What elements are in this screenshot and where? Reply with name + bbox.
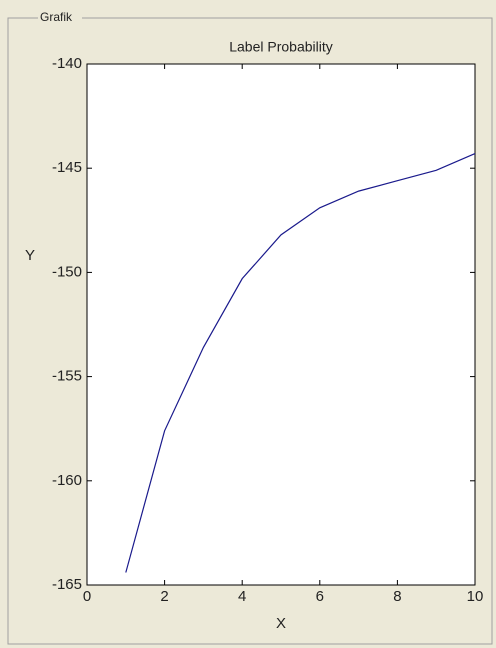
y-axis-label: Y: [25, 247, 35, 264]
plot-area: [87, 64, 475, 585]
x-tick-label: 10: [467, 588, 484, 605]
y-tick-label: -140: [52, 55, 82, 72]
y-tick-label: -145: [52, 159, 82, 176]
x-tick-label: 0: [83, 588, 91, 605]
x-tick-label: 8: [393, 588, 401, 605]
x-tick-label: 2: [160, 588, 168, 605]
x-tick-label: 6: [316, 588, 324, 605]
page: Grafik Label Probability X Y -165 -160 -15…: [0, 0, 496, 648]
chart: Grafik Label Probability X Y -165 -160 -15…: [0, 0, 496, 648]
panel-title: Grafik: [40, 10, 73, 24]
x-tick-label: 4: [238, 588, 246, 605]
y-tick-label: -150: [52, 263, 82, 280]
y-tick-label: -160: [52, 472, 82, 489]
y-tick-label: -165: [52, 576, 82, 593]
y-tick-label: -155: [52, 368, 82, 385]
chart-title: Label Probability: [229, 39, 333, 55]
x-axis-label: X: [276, 615, 286, 632]
